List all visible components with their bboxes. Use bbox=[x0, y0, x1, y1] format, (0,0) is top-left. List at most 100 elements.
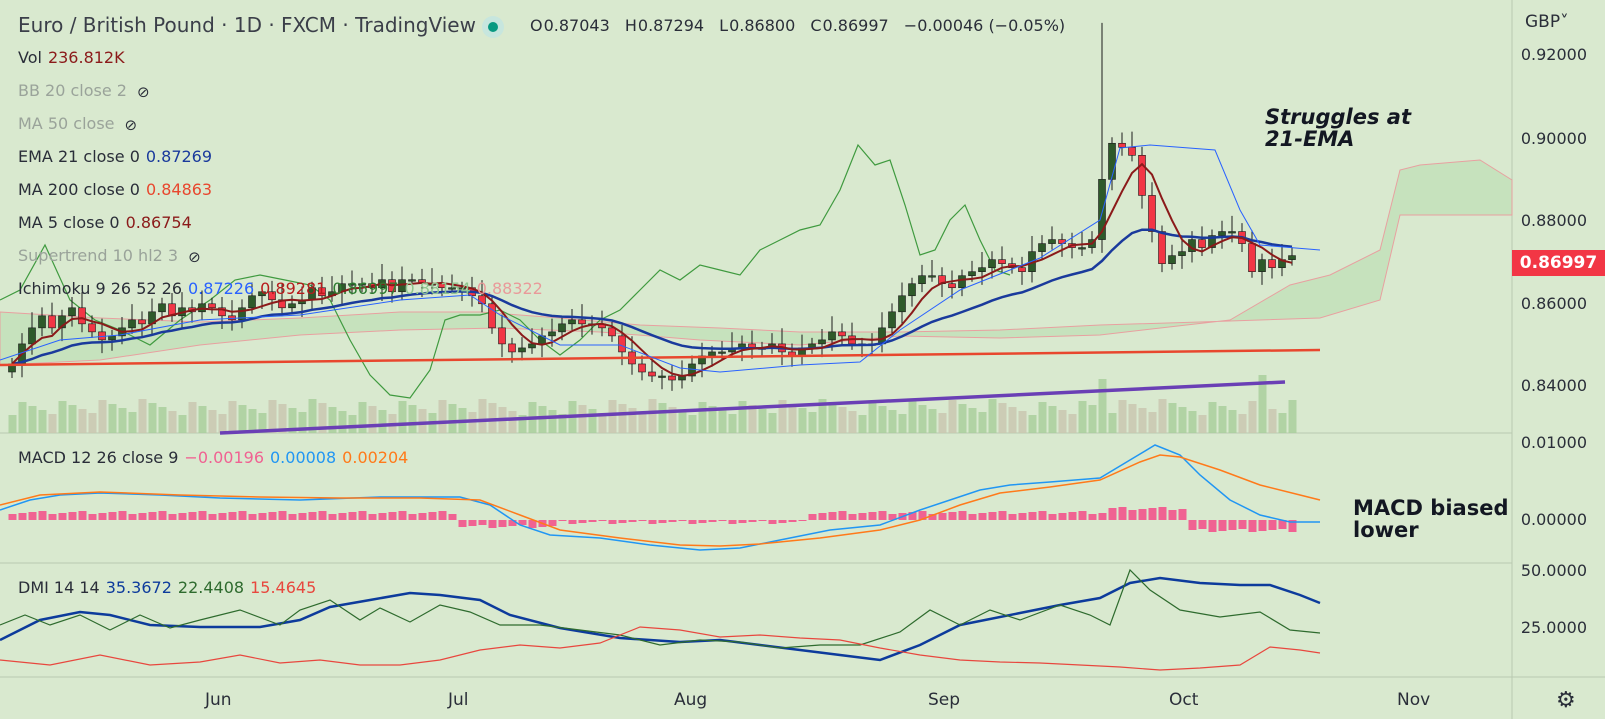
volume-bar bbox=[1138, 408, 1147, 433]
macd-histogram-bar bbox=[28, 512, 37, 520]
candle-body bbox=[828, 331, 836, 341]
volume-bar bbox=[938, 413, 947, 433]
macd-histogram-bar bbox=[228, 512, 237, 520]
volume-bar bbox=[1218, 406, 1227, 433]
candle-body bbox=[218, 307, 226, 317]
volume-bar bbox=[58, 401, 67, 433]
legend-ema21[interactable]: EMA 21 close 0 0.87269 bbox=[18, 147, 212, 167]
macd-histogram-bar bbox=[248, 514, 257, 520]
candle-body bbox=[288, 303, 296, 309]
legend-bb[interactable]: BB 20 close 2 ⊘ bbox=[18, 81, 150, 102]
legend-macd[interactable]: MACD 12 26 close 9 −0.00196 0.00008 0.00204 bbox=[18, 448, 408, 468]
macd-histogram-bar bbox=[1098, 513, 1107, 520]
legend-ma50[interactable]: MA 50 close ⊘ bbox=[18, 114, 137, 135]
macd-histogram-bar bbox=[1088, 514, 1097, 520]
legend-supertrend[interactable]: Supertrend 10 hl2 3 ⊘ bbox=[18, 246, 201, 267]
macd-histogram-bar bbox=[558, 520, 567, 521]
macd-histogram-bar bbox=[1288, 520, 1297, 532]
gear-icon[interactable]: ⚙ bbox=[1556, 688, 1576, 713]
legend-dmi[interactable]: DMI 14 14 35.3672 22.4408 15.4645 bbox=[18, 578, 316, 598]
volume-bar bbox=[638, 412, 647, 433]
macd-histogram-bar bbox=[638, 520, 647, 521]
candle-body bbox=[1228, 231, 1236, 234]
ichimoku-cloud bbox=[0, 159, 1513, 366]
legend-vol-value: 236.812K bbox=[47, 48, 125, 67]
macd-histogram-bar bbox=[1238, 520, 1247, 529]
volume-bar bbox=[648, 399, 657, 433]
candle-body bbox=[958, 275, 966, 289]
legend-ma5[interactable]: MA 5 close 0 0.86754 bbox=[18, 213, 192, 233]
low-label: L bbox=[719, 16, 729, 35]
macd-histogram-bar bbox=[878, 511, 887, 520]
candle-body bbox=[68, 307, 76, 317]
legend-bb-name: BB 20 close 2 bbox=[18, 81, 127, 100]
candle-body bbox=[498, 327, 506, 345]
candle-body bbox=[1038, 243, 1046, 252]
candle-body bbox=[1258, 259, 1266, 272]
volume-bar bbox=[1288, 400, 1297, 433]
candle-body bbox=[448, 287, 456, 290]
volume-bar bbox=[768, 413, 777, 433]
legend-ichimoku-name: Ichimoku 9 26 52 26 bbox=[18, 279, 182, 298]
volume-bar bbox=[1078, 401, 1087, 433]
price-tick: 0.92000 bbox=[1520, 45, 1587, 64]
volume-bar bbox=[1188, 411, 1197, 433]
hidden-eye-icon[interactable]: ⊘ bbox=[136, 82, 150, 101]
hidden-eye-icon[interactable]: ⊘ bbox=[188, 247, 201, 266]
macd-histogram-bar bbox=[978, 513, 987, 520]
macd-tick: 0.00000 bbox=[1520, 510, 1587, 529]
time-tick: Jul bbox=[448, 690, 469, 710]
last-price-tag: 0.86997 bbox=[1512, 250, 1605, 276]
candle-body bbox=[1048, 239, 1056, 244]
volume-bar bbox=[718, 410, 727, 433]
dmi-adx-line bbox=[0, 576, 1321, 662]
macd-histogram-bar bbox=[748, 520, 757, 522]
macd-histogram-bar bbox=[958, 511, 967, 520]
macd-histogram-bar bbox=[848, 514, 857, 520]
volume-bar bbox=[1268, 409, 1277, 433]
candle-body bbox=[248, 295, 256, 309]
volume-bar bbox=[348, 415, 357, 433]
volume-bar bbox=[368, 406, 377, 433]
volume-bar bbox=[558, 414, 567, 433]
macd-histogram-bar bbox=[868, 512, 877, 520]
volume-bar bbox=[778, 400, 787, 433]
time-tick: Oct bbox=[1169, 690, 1199, 710]
volume-bar bbox=[438, 400, 447, 433]
volume-bar bbox=[918, 405, 927, 433]
open-label: O bbox=[530, 16, 543, 35]
macd-histogram-bar bbox=[698, 520, 707, 523]
legend-vol[interactable]: Vol 236.812K bbox=[18, 48, 125, 68]
candle-body bbox=[608, 327, 616, 337]
volume-bar bbox=[198, 406, 207, 433]
legend-ichimoku[interactable]: Ichimoku 9 26 52 26 0.87226 0.89281 0.86997… bbox=[18, 279, 543, 299]
candle-body bbox=[518, 347, 526, 353]
time-tick: Sep bbox=[928, 690, 961, 710]
candle-body bbox=[988, 259, 996, 268]
macd-histogram-bar bbox=[888, 514, 897, 520]
macd-histogram-bar bbox=[128, 514, 137, 520]
volume-bar bbox=[98, 400, 107, 433]
symbol-title[interactable]: Euro / British Pound · 1D · FXCM · Tradi… bbox=[18, 13, 476, 37]
volume-bar bbox=[868, 402, 877, 433]
legend-ma200[interactable]: MA 200 close 0 0.84863 bbox=[18, 180, 212, 200]
macd-histogram-bar bbox=[518, 520, 527, 525]
volume-bar bbox=[188, 402, 197, 433]
market-status-icon[interactable] bbox=[482, 16, 504, 38]
macd-histogram-bar bbox=[1008, 514, 1017, 520]
candle-body bbox=[818, 339, 826, 345]
volume-bar bbox=[508, 411, 517, 433]
volume-bar bbox=[988, 399, 997, 433]
candle-body bbox=[978, 267, 986, 272]
volume-bar bbox=[1238, 414, 1247, 433]
macd-histogram-bar bbox=[388, 512, 397, 520]
hidden-eye-icon[interactable]: ⊘ bbox=[124, 115, 138, 134]
candle-body bbox=[158, 303, 166, 313]
macd-histogram-bar bbox=[298, 513, 307, 520]
currency-selector[interactable]: GBP˅ bbox=[1525, 12, 1569, 32]
volume-bar bbox=[1048, 406, 1057, 433]
volume-bar bbox=[1178, 407, 1187, 433]
volume-bar bbox=[68, 405, 77, 433]
currency-label: GBP bbox=[1525, 12, 1561, 32]
